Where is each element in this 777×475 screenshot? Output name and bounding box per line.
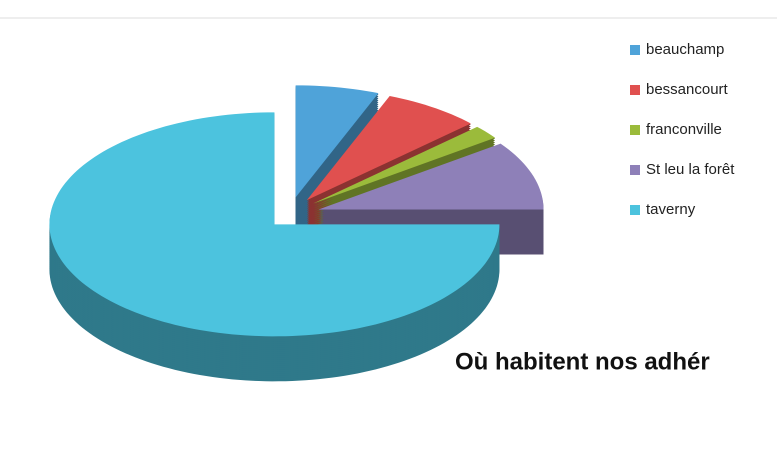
slice <box>318 143 544 210</box>
chart-title: Où habitent nos adhér <box>455 348 710 375</box>
legend-label: taverny <box>646 201 696 218</box>
pie-tops <box>49 85 544 337</box>
legend: beauchamp bessancourt franconville St leu l… <box>630 41 735 218</box>
legend-swatch <box>630 125 640 135</box>
slice <box>49 112 500 337</box>
legend-swatch <box>630 85 640 95</box>
legend-label: St leu la forêt <box>646 161 735 178</box>
legend-label: beauchamp <box>646 41 724 58</box>
legend-swatch <box>630 45 640 55</box>
slice <box>295 85 379 198</box>
legend-swatch <box>630 165 640 175</box>
slice <box>313 126 496 204</box>
legend-swatch <box>630 205 640 215</box>
slice <box>306 95 471 201</box>
legend-label: franconville <box>646 121 722 138</box>
legend-label: bessancourt <box>646 81 729 98</box>
